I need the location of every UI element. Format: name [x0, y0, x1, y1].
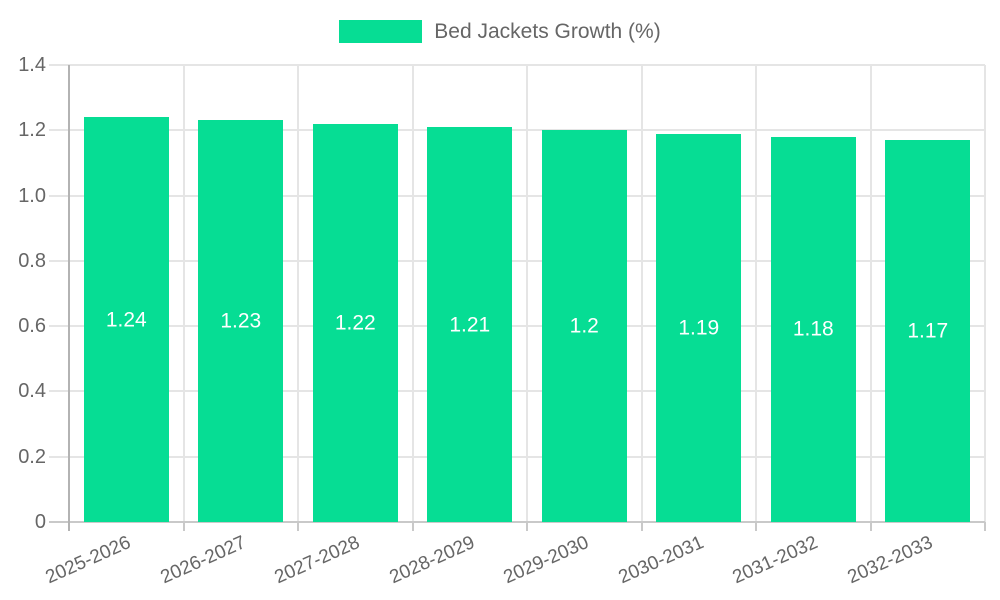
y-axis-tick-label: 0.4 — [18, 380, 46, 403]
x-axis-category-label: 2027-2028 — [271, 532, 364, 589]
y-axis-tick-label: 0.8 — [18, 249, 46, 272]
bar — [312, 123, 398, 522]
bar — [541, 130, 627, 522]
bar-value-label: 1.19 — [678, 316, 720, 340]
v-gridline — [182, 65, 185, 522]
x-axis-category-label: 2031-2032 — [729, 532, 822, 589]
bar-value-label: 1.2 — [569, 314, 599, 338]
x-axis-tick — [526, 522, 528, 531]
x-axis-tick — [984, 522, 986, 531]
x-axis-tick — [755, 522, 757, 531]
h-gridline — [49, 455, 985, 458]
bar — [198, 120, 284, 522]
v-gridline — [526, 65, 528, 522]
h-gridline — [49, 194, 985, 197]
x-axis-category-label: 2030-2031 — [615, 532, 707, 589]
legend-label: Bed Jackets Growth (%) — [434, 19, 661, 43]
bar-value-label: 1.22 — [334, 311, 376, 335]
y-axis-tick-label: 0.2 — [18, 445, 46, 468]
bar-value-label: 1.23 — [220, 309, 262, 333]
x-axis-category-label: 2029-2030 — [500, 532, 593, 589]
bar — [656, 133, 742, 522]
bar-value-label: 1.24 — [105, 308, 147, 332]
x-axis-tick — [869, 522, 872, 531]
h-gridline — [49, 129, 985, 132]
y-axis-line — [68, 65, 70, 531]
v-gridline — [755, 65, 757, 522]
bar-value-label: 1.17 — [907, 319, 949, 343]
bar-value-label: 1.21 — [449, 313, 491, 336]
h-gridline — [49, 64, 985, 66]
y-axis-tick-label: 0 — [34, 511, 46, 533]
v-gridline — [297, 65, 299, 522]
x-axis-tick — [640, 522, 643, 531]
y-axis-tick-label: 1.4 — [18, 54, 46, 76]
bar — [83, 117, 169, 522]
x-axis-tick — [297, 522, 299, 531]
h-gridline — [49, 325, 985, 328]
v-gridline — [640, 65, 643, 522]
legend-swatch — [339, 19, 423, 43]
y-axis-tick-label: 0.6 — [18, 315, 46, 338]
v-gridline — [411, 65, 414, 522]
bar — [770, 136, 856, 522]
y-axis-tick-label: 1.0 — [18, 184, 46, 207]
x-axis-tick — [411, 522, 414, 531]
x-axis-tick — [182, 522, 185, 531]
v-gridline — [984, 65, 986, 522]
y-axis-tick-label: 1.2 — [18, 119, 46, 142]
x-axis-category-label: 2028-2029 — [386, 532, 478, 589]
bar — [885, 140, 971, 522]
h-gridline — [49, 259, 985, 262]
x-axis-line — [49, 521, 985, 523]
legend-item[interactable]: Bed Jackets Growth (%) — [0, 17, 1000, 45]
v-gridline — [869, 65, 872, 522]
h-gridline — [49, 390, 985, 393]
x-axis-category-label: 2026-2027 — [157, 532, 249, 589]
bar-value-label: 1.18 — [792, 317, 834, 341]
x-axis-category-label: 2032-2033 — [844, 532, 936, 589]
x-axis-category-label: 2025-2026 — [42, 532, 135, 589]
bar — [427, 127, 513, 522]
